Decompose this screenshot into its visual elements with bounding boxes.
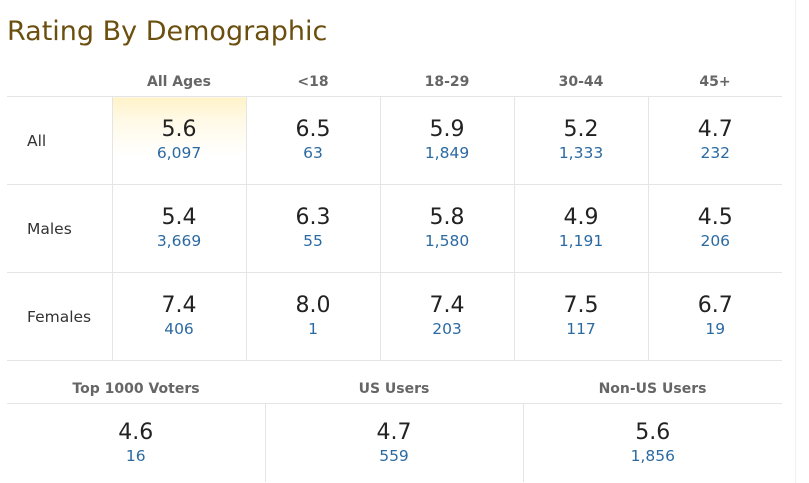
- rating-cell: 5.9 1,849: [379, 96, 514, 185]
- column-header-30-44: 30-44: [514, 68, 648, 97]
- rating-value: 7.4: [429, 293, 465, 318]
- voter-group-rating-table: Top 1000 Voters US Users Non-US Users 4.…: [7, 375, 782, 482]
- table-row-males: Males 5.4 3,669 6.3 55 5.8 1,580 4.9 1,1…: [7, 184, 782, 273]
- rating-value: 5.9: [429, 117, 465, 142]
- scrollbar-track[interactable]: [795, 0, 809, 483]
- vote-count-link[interactable]: 3,669: [156, 232, 202, 250]
- rating-value: 7.5: [563, 293, 599, 318]
- vote-count-link[interactable]: 559: [379, 446, 409, 465]
- rating-cell: 5.4 3,669: [111, 184, 246, 273]
- demographic-rating-table: All Ages <18 18-29 30-44 45+ All 5.6 6,0…: [7, 68, 782, 361]
- rating-value: 4.5: [697, 205, 733, 230]
- rating-cell: 6.3 55: [245, 184, 380, 273]
- rating-value: 5.4: [161, 205, 197, 230]
- rating-value: 4.7: [376, 419, 412, 445]
- rating-value: 8.0: [295, 293, 331, 318]
- rating-value: 4.6: [118, 419, 154, 445]
- vote-count-link[interactable]: 1,849: [424, 144, 470, 162]
- rating-cell: 6.7 19: [647, 272, 782, 361]
- column-header-18-29: 18-29: [380, 68, 514, 97]
- rating-cell: 4.5 206: [647, 184, 782, 273]
- rating-cell: 5.6 6,097: [111, 96, 246, 185]
- rating-value: 5.2: [563, 117, 599, 142]
- vote-count-link[interactable]: 1,580: [424, 232, 470, 250]
- vote-count-link[interactable]: 63: [303, 144, 323, 162]
- rating-cell: 4.6 16: [7, 404, 265, 483]
- voter-group-header-row: Top 1000 Voters US Users Non-US Users: [7, 375, 782, 404]
- rating-cell: 5.6 1,856: [522, 403, 782, 482]
- rating-value: 6.7: [697, 293, 733, 318]
- rating-value: 4.7: [697, 117, 733, 142]
- vote-count-link[interactable]: 232: [700, 144, 731, 162]
- rating-cell: 4.9 1,191: [513, 184, 648, 273]
- rating-value: 6.3: [295, 205, 331, 230]
- row-label-females: Females: [7, 272, 112, 361]
- rating-cell: 5.8 1,580: [379, 184, 514, 273]
- vote-count-link[interactable]: 203: [432, 320, 462, 338]
- row-label-header: [7, 68, 112, 97]
- rating-value: 7.4: [161, 293, 197, 318]
- rating-value: 5.6: [635, 419, 671, 445]
- rating-cell: 7.5 117: [513, 272, 648, 361]
- column-header-us-users: US Users: [265, 375, 523, 404]
- vote-count-link[interactable]: 1,191: [558, 232, 604, 250]
- vote-count-link[interactable]: 1: [308, 320, 318, 338]
- vote-count-link[interactable]: 206: [700, 232, 731, 250]
- voter-group-row: 4.6 16 4.7 559 5.6 1,856: [7, 403, 782, 483]
- row-label-males: Males: [7, 184, 112, 273]
- rating-value: 4.9: [563, 205, 599, 230]
- vote-count-link[interactable]: 55: [303, 232, 323, 250]
- vote-count-link[interactable]: 6,097: [156, 144, 202, 162]
- vote-count-link[interactable]: 1,856: [630, 446, 675, 465]
- rating-cell: 7.4 203: [379, 272, 514, 361]
- rating-value: 6.5: [295, 117, 331, 142]
- vote-count-link[interactable]: 117: [566, 320, 596, 338]
- rating-cell: 7.4 406: [111, 272, 246, 361]
- rating-cell: 8.0 1: [245, 272, 380, 361]
- rating-cell: 6.5 63: [245, 96, 380, 185]
- table-row-all: All 5.6 6,097 6.5 63 5.9 1,849 5.2 1,333…: [7, 96, 782, 185]
- rating-value: 5.8: [429, 205, 465, 230]
- page-title: Rating By Demographic: [7, 16, 328, 47]
- column-header-top-1000-voters: Top 1000 Voters: [7, 375, 265, 404]
- table-row-females: Females 7.4 406 8.0 1 7.4 203 7.5 117 6.…: [7, 272, 782, 361]
- column-header-non-us-users: Non-US Users: [523, 375, 782, 404]
- rating-cell: 4.7 232: [647, 96, 782, 185]
- vote-count-link[interactable]: 1,333: [558, 144, 604, 162]
- column-header-45-plus: 45+: [648, 68, 782, 97]
- rating-value: 5.6: [161, 117, 197, 142]
- vote-count-link[interactable]: 16: [125, 446, 146, 465]
- rating-cell: 5.2 1,333: [513, 96, 648, 185]
- column-header-all-ages: All Ages: [112, 68, 246, 97]
- rating-cell: 4.7 559: [264, 403, 523, 482]
- vote-count-link[interactable]: 19: [705, 320, 726, 338]
- table-header-row: All Ages <18 18-29 30-44 45+: [7, 68, 782, 97]
- row-label-all: All: [7, 96, 112, 185]
- vote-count-link[interactable]: 406: [164, 320, 194, 338]
- column-header-under-18: <18: [246, 68, 380, 97]
